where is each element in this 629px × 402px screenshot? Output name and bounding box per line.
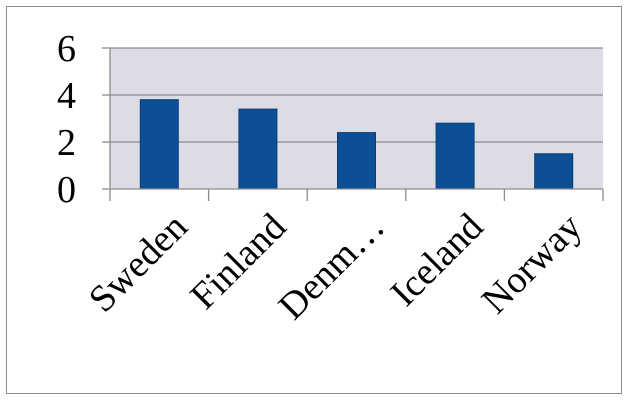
y-tick-label: 2 [57, 122, 76, 164]
axes [102, 47, 604, 201]
x-tick-label: Iceland [383, 206, 492, 315]
y-tick-label: 6 [57, 28, 76, 70]
bar-denm [337, 132, 376, 190]
y-tick-labels: 0 2 4 6 [57, 28, 76, 211]
bars [139, 99, 574, 190]
x-tick-label: Norway [474, 206, 590, 322]
x-tick-label: Sweden [81, 206, 196, 321]
chart-frame: 0 2 4 6 Sweden Finland Denm… Iceland Norway [6, 6, 622, 394]
x-tick-label: Denm… [271, 206, 393, 328]
y-tick-label: 0 [57, 169, 76, 211]
y-tick-label: 4 [57, 75, 76, 117]
bar-iceland [435, 122, 475, 190]
bar-sweden [139, 99, 179, 190]
bar-finland [238, 108, 278, 190]
bar-norway [534, 153, 574, 190]
